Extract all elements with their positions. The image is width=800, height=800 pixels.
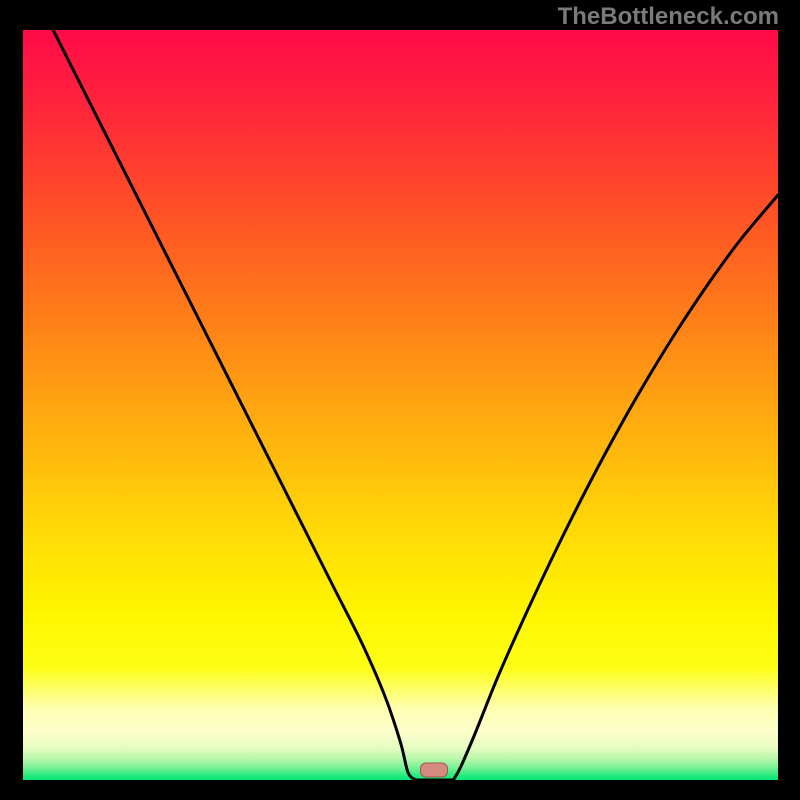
watermark-text: TheBottleneck.com <box>558 3 779 31</box>
figure-root: TheBottleneck.com <box>0 0 800 800</box>
optimum-marker <box>420 763 448 778</box>
bottleneck-curve <box>23 30 778 780</box>
plot-area <box>23 30 778 780</box>
